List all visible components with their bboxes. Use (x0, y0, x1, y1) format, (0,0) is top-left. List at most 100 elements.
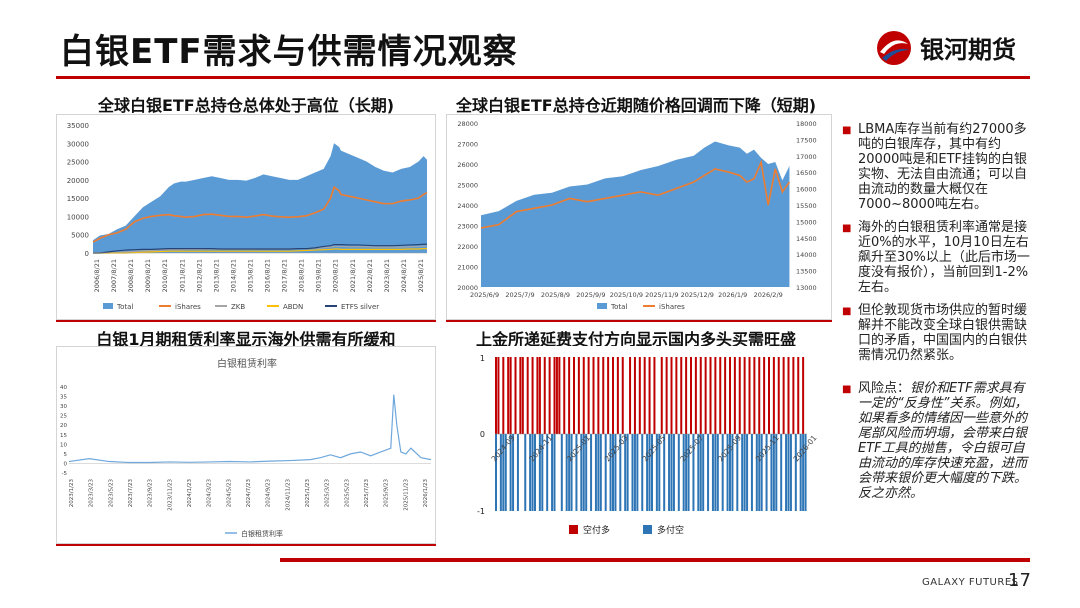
x-tick-label: 2017/8/21 (281, 259, 289, 292)
bar-long-pays-short (687, 434, 690, 511)
bullet-text: 但伦敦现货市场供应的暂时缓解并不能改变全球白银供需缺口的矛盾，中国国内的白银供需… (858, 303, 1028, 363)
bar-long-pays-short (499, 434, 502, 511)
bar-short-pays-long (748, 357, 751, 434)
bar-long-pays-short (609, 434, 612, 511)
bar-short-pays-long (670, 357, 673, 434)
bar-short-pays-long (548, 357, 551, 434)
bar-long-pays-short (772, 434, 775, 511)
x-tick-label: 2024/9/23 (266, 479, 272, 508)
bar-long-pays-short (702, 434, 705, 511)
series-line-lease-rate (68, 394, 432, 464)
bar-long-pays-short (670, 434, 673, 511)
etf-short-term-chart: 28000 27000 26000 25000 24000 23000 22000 21000… (457, 120, 817, 311)
bar-short-pays-long (521, 357, 524, 434)
x-tick-label: 2024/7/23 (246, 479, 252, 508)
bar-long-pays-short (626, 434, 629, 511)
bullet-text: 海外的白银租赁利率通常是接近0%的水平，10月10日左右飙升至30%以上（此后市… (858, 220, 1030, 295)
bar-long-pays-short (651, 434, 653, 511)
bar-short-pays-long (724, 357, 727, 434)
bar-long-pays-short (551, 434, 554, 511)
bar-long-pays-short (731, 434, 734, 511)
bar-short-pays-long (802, 357, 805, 434)
x-tick-label: 2021/8/21 (349, 259, 357, 292)
bar-short-pays-long (543, 357, 546, 434)
y-tick-label: 25000 (67, 159, 89, 167)
bar-long-pays-short (714, 434, 717, 511)
legend-label: iShares (659, 303, 685, 311)
y2-tick-label: 14500 (796, 235, 817, 243)
bullet-item: ■ 海外的白银租赁利率通常是接近0%的水平，10月10日左右飙升至30%以上（此… (842, 220, 1032, 295)
bar-short-pays-long (648, 357, 651, 434)
y2-tick-label: 16000 (796, 186, 817, 194)
chart-frame-tl: 35000 30000 25000 20000 15000 10000 5000 0 2006/… (56, 114, 436, 320)
y-tick-label: 5 (64, 452, 68, 458)
panel-rule-tr (446, 320, 832, 322)
risk-text: 风险点：银价和ETF需求具有一定的“反身性”关系。例如，如果看多的情绪因一些意外… (858, 381, 1032, 501)
bar-short-pays-long (621, 357, 624, 434)
y-tick-label: 15000 (67, 195, 89, 203)
y2-tick-label: 13500 (796, 268, 817, 276)
y-tick-label: 10 (60, 442, 67, 448)
bar-short-pays-long (719, 357, 722, 434)
x-tick-label: 2014/8/21 (229, 259, 237, 292)
bar-long-pays-short (760, 434, 763, 511)
legend-label: 多付空 (657, 524, 684, 536)
footer-rule (280, 558, 1030, 562)
bullet-item: ■ 但伦敦现货市场供应的暂时缓解并不能改变全球白银供需缺口的矛盾，中国国内的白银… (842, 303, 1032, 363)
x-tick-label: 2012/8/21 (195, 259, 203, 292)
bar-long-pays-short (721, 434, 724, 511)
y-tick-label: 15 (60, 433, 67, 439)
bar-short-pays-long (612, 357, 614, 434)
y-tick-label: -5 (62, 471, 68, 477)
x-tick-label: 2024/5/23 (226, 479, 232, 508)
bar-short-pays-long (582, 357, 585, 434)
bar-short-pays-long (680, 357, 683, 434)
bar-long-pays-short (699, 434, 702, 511)
chart-title-br: 上金所递延费支付方向显示国内多头买需旺盛 (475, 330, 796, 349)
bar-long-pays-short (648, 434, 651, 511)
bar-long-pays-short (663, 434, 666, 511)
chart-title-tl: 全球白银ETF总持仓总体处于高位（长期) (97, 96, 395, 115)
bar-long-pays-short (802, 434, 805, 511)
bar-short-pays-long (729, 357, 731, 434)
bar-long-pays-short (646, 434, 649, 511)
legend-label: Total (116, 303, 133, 311)
logo-icon (877, 31, 911, 65)
inner-chart-title: 白银租赁利率 (217, 357, 277, 370)
logo-text: 银河期货 (920, 36, 1016, 64)
x-tick-label: 2025/12/9 (681, 291, 714, 299)
x-tick-label: 2026/1/23 (423, 479, 429, 508)
chart-frame-tr: 28000 27000 26000 25000 24000 23000 22000 21000… (446, 114, 832, 320)
x-tick-label: 2019/8/21 (315, 259, 323, 292)
legend-swatch (103, 303, 113, 309)
bar-long-pays-short (775, 434, 778, 511)
y-tick-label: 0 (480, 430, 485, 439)
x-tick-label: 2025/7/9 (505, 291, 534, 299)
bar-long-pays-short (668, 434, 671, 511)
bar-short-pays-long (792, 357, 795, 434)
series-area-total (93, 143, 427, 253)
bar-long-pays-short (729, 434, 731, 511)
x-tick-label: 2025/1/23 (305, 479, 311, 508)
bar-long-pays-short (538, 434, 541, 511)
bullet-text: LBMA库存当前有约27000多吨的白银库存，其中有约20000吨是和ETF挂钩… (858, 122, 1028, 212)
series-line-abdn (93, 248, 427, 254)
bar-short-pays-long (782, 357, 785, 434)
legend-label: Total (610, 303, 627, 311)
bar-short-pays-long (573, 357, 575, 434)
y-tick-label: 10000 (67, 213, 89, 221)
y-tick-label: 40 (60, 385, 67, 391)
bar-short-pays-long (787, 357, 790, 434)
bar-long-pays-short (516, 434, 519, 511)
bar-long-pays-short (799, 434, 802, 511)
y2-tick-label: 18000 (796, 120, 817, 128)
legend-label: ZKB (231, 303, 245, 311)
x-tick-label: 2009/8/21 (144, 259, 152, 292)
x-tick-label: 2025/11/9 (645, 291, 678, 299)
y-tick-label: 0 (85, 250, 89, 258)
x-tick-label: 2024/11/23 (285, 479, 291, 511)
bar-long-pays-short (534, 434, 536, 511)
y-tick-label: 0 (64, 461, 68, 467)
y-tick-label: 35000 (67, 122, 89, 130)
